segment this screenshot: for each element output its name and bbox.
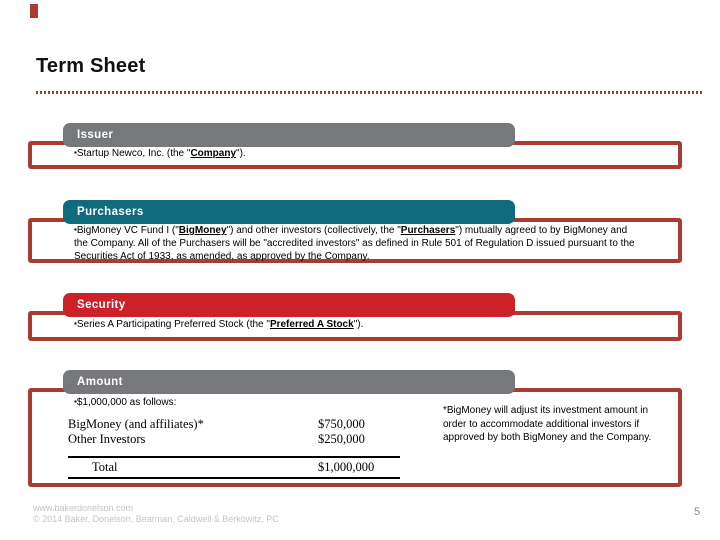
total-label: Total bbox=[92, 460, 118, 474]
purchasers-defined-term-purchasers: Purchasers bbox=[400, 225, 456, 236]
row-value: $750,000 bbox=[318, 417, 365, 431]
total-value: $1,000,000 bbox=[318, 460, 375, 474]
issuer-text-pre: Startup Newco, Inc. (the " bbox=[76, 148, 191, 159]
page-number: 5 bbox=[694, 506, 701, 518]
security-defined-term: Preferred A Stock bbox=[269, 319, 354, 330]
table-row: Other Investors $250,000 bbox=[68, 432, 400, 447]
purchasers-defined-term-bigmoney: BigMoney bbox=[178, 225, 227, 236]
issuer-section-header: Issuer bbox=[63, 123, 515, 147]
top-accent-notch bbox=[30, 4, 38, 18]
title-divider bbox=[36, 91, 702, 94]
amount-intro: ▪$1,000,000 as follows: bbox=[74, 397, 176, 408]
issuer-header-label: Issuer bbox=[77, 129, 114, 141]
amount-footnote: *BigMoney will adjust its investment amo… bbox=[443, 405, 652, 444]
bullet-icon: ▪ bbox=[74, 225, 77, 234]
security-header-label: Security bbox=[77, 299, 126, 311]
bullet-icon: ▪ bbox=[74, 319, 77, 328]
bullet-icon: ▪ bbox=[74, 148, 77, 157]
security-text-pre: Series A Participating Preferred Stock (… bbox=[76, 319, 270, 330]
issuer-text-post: "). bbox=[236, 148, 246, 159]
table-row: BigMoney (and affiliates)* $750,000 bbox=[68, 417, 400, 432]
amount-header-label: Amount bbox=[77, 376, 123, 388]
table-total-row: Total $1,000,000 bbox=[68, 456, 400, 479]
bullet-icon: ▪ bbox=[74, 397, 77, 406]
purchasers-text-mid: ") and other investors (collectively, th… bbox=[226, 225, 401, 236]
footer-copyright: © 2014 Baker, Donelson, Bearman, Caldwel… bbox=[33, 514, 279, 524]
purchasers-section-header: Purchasers bbox=[63, 200, 515, 224]
amount-intro-text: $1,000,000 as follows: bbox=[76, 397, 177, 408]
row-value: $250,000 bbox=[318, 432, 365, 446]
page-title: Term Sheet bbox=[36, 55, 146, 77]
security-text-post: "). bbox=[353, 319, 364, 330]
purchasers-text-post: ") mutually agreed to by BigMoney and th… bbox=[74, 225, 635, 262]
row-label: BigMoney (and affiliates)* bbox=[68, 417, 204, 431]
amount-table: BigMoney (and affiliates)* $750,000 Other… bbox=[68, 417, 400, 479]
security-section-header: Security bbox=[63, 293, 515, 317]
purchasers-header-label: Purchasers bbox=[77, 206, 144, 218]
issuer-defined-term: Company bbox=[190, 148, 237, 159]
footer-url: www.bakerdonelson.com bbox=[33, 503, 134, 513]
purchasers-text-pre: BigMoney VC Fund I (" bbox=[76, 225, 179, 236]
issuer-body: ▪Startup Newco, Inc. (the "Company"). bbox=[74, 148, 246, 159]
row-label: Other Investors bbox=[68, 432, 146, 446]
amount-section-header: Amount bbox=[63, 370, 515, 394]
security-body: ▪Series A Participating Preferred Stock … bbox=[74, 319, 363, 330]
purchasers-body: ▪BigMoney VC Fund I ("BigMoney") and oth… bbox=[74, 224, 636, 264]
